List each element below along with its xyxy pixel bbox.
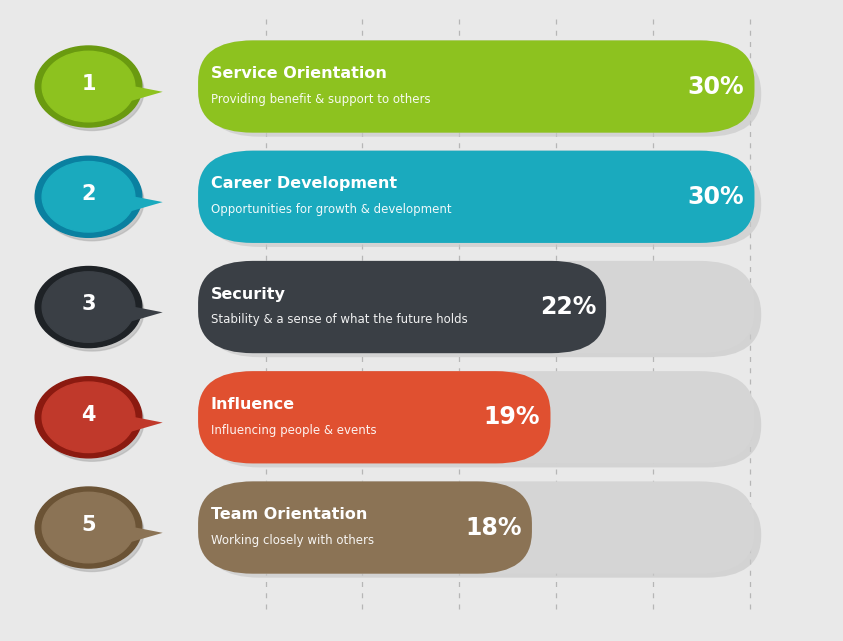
Circle shape [40, 162, 144, 241]
Circle shape [40, 272, 144, 351]
FancyBboxPatch shape [198, 40, 754, 133]
Text: 30%: 30% [688, 185, 744, 209]
FancyBboxPatch shape [198, 151, 754, 243]
Circle shape [42, 162, 135, 232]
Polygon shape [114, 413, 163, 437]
Text: 19%: 19% [484, 405, 540, 429]
Text: Influencing people & events: Influencing people & events [211, 424, 376, 437]
Circle shape [35, 156, 142, 237]
Text: Team Orientation: Team Orientation [211, 507, 367, 522]
Text: 18%: 18% [465, 515, 522, 540]
Polygon shape [114, 192, 163, 216]
FancyBboxPatch shape [198, 371, 754, 463]
Circle shape [35, 267, 142, 347]
Text: Career Development: Career Development [211, 176, 397, 192]
FancyBboxPatch shape [198, 261, 606, 353]
FancyBboxPatch shape [198, 40, 754, 133]
Circle shape [42, 272, 135, 342]
Text: Opportunities for growth & development: Opportunities for growth & development [211, 203, 451, 216]
Polygon shape [114, 82, 163, 106]
Circle shape [42, 51, 135, 122]
Text: 3: 3 [81, 294, 96, 315]
Text: Working closely with others: Working closely with others [211, 534, 374, 547]
Text: 5: 5 [81, 515, 96, 535]
Circle shape [42, 492, 135, 563]
Polygon shape [114, 303, 163, 326]
Circle shape [35, 46, 142, 127]
Circle shape [35, 377, 142, 458]
FancyBboxPatch shape [198, 481, 754, 574]
FancyBboxPatch shape [205, 493, 761, 578]
Text: Influence: Influence [211, 397, 295, 412]
Text: 30%: 30% [688, 74, 744, 99]
Text: 22%: 22% [540, 295, 596, 319]
Text: Service Orientation: Service Orientation [211, 66, 387, 81]
FancyBboxPatch shape [198, 371, 550, 463]
Text: 1: 1 [81, 74, 96, 94]
FancyBboxPatch shape [198, 151, 754, 243]
FancyBboxPatch shape [205, 52, 761, 137]
Text: 4: 4 [81, 404, 96, 425]
Text: Security: Security [211, 287, 286, 302]
Circle shape [35, 487, 142, 568]
Circle shape [42, 382, 135, 453]
Polygon shape [114, 523, 163, 547]
Circle shape [40, 492, 144, 572]
FancyBboxPatch shape [205, 272, 761, 357]
FancyBboxPatch shape [205, 162, 761, 247]
Text: 2: 2 [81, 184, 96, 204]
Circle shape [40, 51, 144, 131]
Text: Providing benefit & support to others: Providing benefit & support to others [211, 93, 431, 106]
Circle shape [40, 382, 144, 462]
Text: Stability & a sense of what the future holds: Stability & a sense of what the future h… [211, 313, 468, 326]
FancyBboxPatch shape [205, 383, 761, 467]
FancyBboxPatch shape [198, 261, 754, 353]
FancyBboxPatch shape [198, 481, 532, 574]
